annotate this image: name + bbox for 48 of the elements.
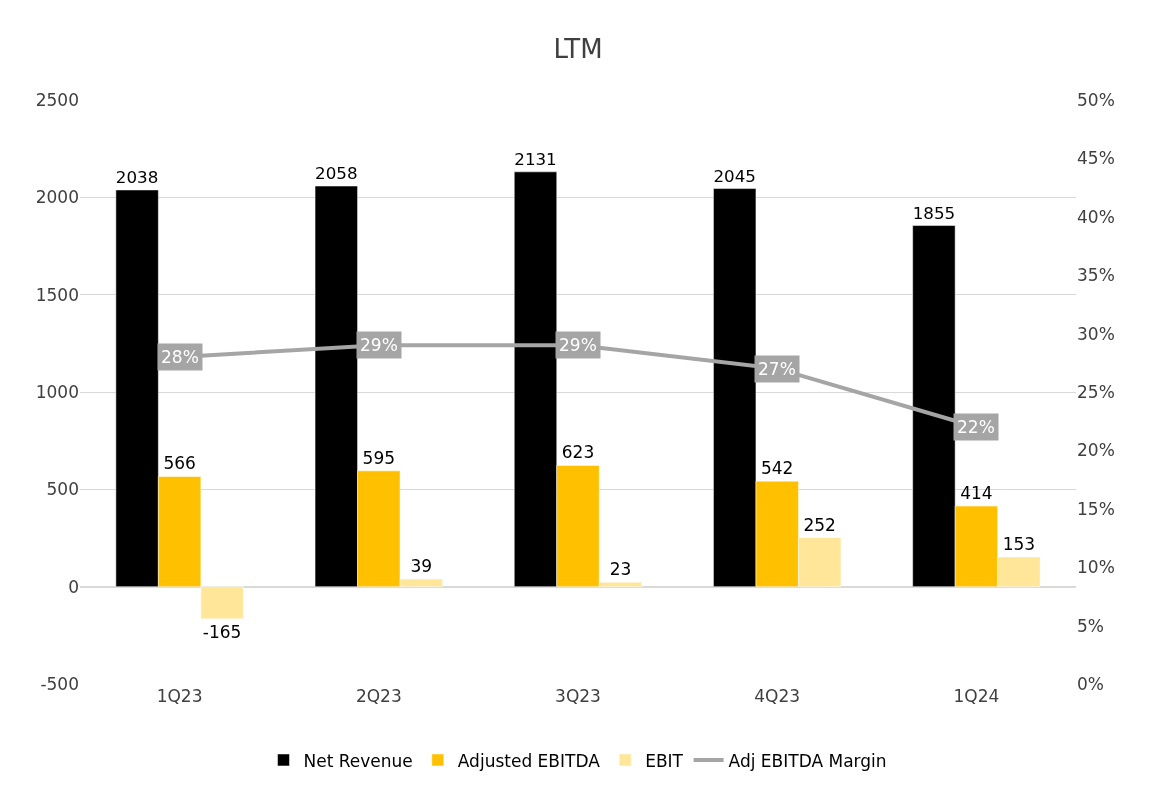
y2-tick-label: 30%: [1077, 323, 1115, 344]
data-label: 153: [1002, 533, 1036, 554]
data-label: -165: [202, 621, 242, 642]
y-tick-label: 1500: [35, 284, 79, 305]
y2-tick-label: 15%: [1077, 498, 1115, 519]
x-tick-label: 3Q23: [555, 686, 601, 706]
data-label: 23: [609, 559, 632, 580]
data-label: 1855: [912, 203, 956, 223]
y-tick-label: 2500: [35, 89, 79, 110]
y-tick-label: 1000: [35, 381, 79, 402]
data-label: 595: [362, 447, 396, 468]
data-label: 22%: [957, 417, 995, 437]
data-label: 27%: [758, 359, 796, 379]
y2-tick-label: 35%: [1077, 265, 1115, 286]
data-label: 2045: [713, 166, 756, 186]
y-tick-label: 500: [46, 479, 79, 500]
y2-tick-label: 5%: [1077, 615, 1104, 636]
data-label: 542: [760, 458, 794, 479]
chart-title: LTM: [553, 33, 603, 64]
data-label: 623: [561, 442, 595, 463]
y2-tick-label: 45%: [1077, 148, 1115, 169]
legend-label: Adj EBITDA Margin: [728, 750, 887, 771]
x-tick-label: 4Q23: [754, 686, 801, 706]
data-label: 28%: [161, 347, 199, 367]
y2-tick-label: 10%: [1077, 557, 1115, 578]
y-tick-label: 2000: [35, 187, 79, 208]
data-label: 414: [960, 483, 993, 504]
data-label: 566: [163, 453, 196, 474]
data-label: 29%: [559, 335, 597, 355]
x-tick-label: 2Q23: [355, 686, 402, 706]
data-label: 29%: [360, 335, 398, 355]
y2-tick-label: 40%: [1077, 206, 1115, 227]
y-tick-label: 0: [68, 576, 79, 597]
data-label: 2038: [115, 168, 159, 188]
y2-tick-label: 25%: [1077, 381, 1115, 402]
x-tick-label: 1Q24: [953, 686, 1000, 706]
legend-label: EBIT: [645, 750, 684, 771]
y2-tick-label: 20%: [1077, 440, 1115, 461]
legend-label: Adjusted EBITDA: [457, 750, 601, 771]
y2-tick-label: 50%: [1077, 89, 1115, 110]
data-label: 252: [803, 514, 836, 535]
data-label: 2058: [315, 164, 358, 184]
x-tick-label: 1Q23: [156, 686, 203, 706]
y-tick-label: -500: [40, 673, 79, 694]
data-label: 39: [410, 556, 433, 577]
y2-tick-label: 0%: [1077, 673, 1104, 694]
legend-label: Net Revenue: [303, 750, 413, 771]
data-label: 2131: [514, 149, 557, 169]
